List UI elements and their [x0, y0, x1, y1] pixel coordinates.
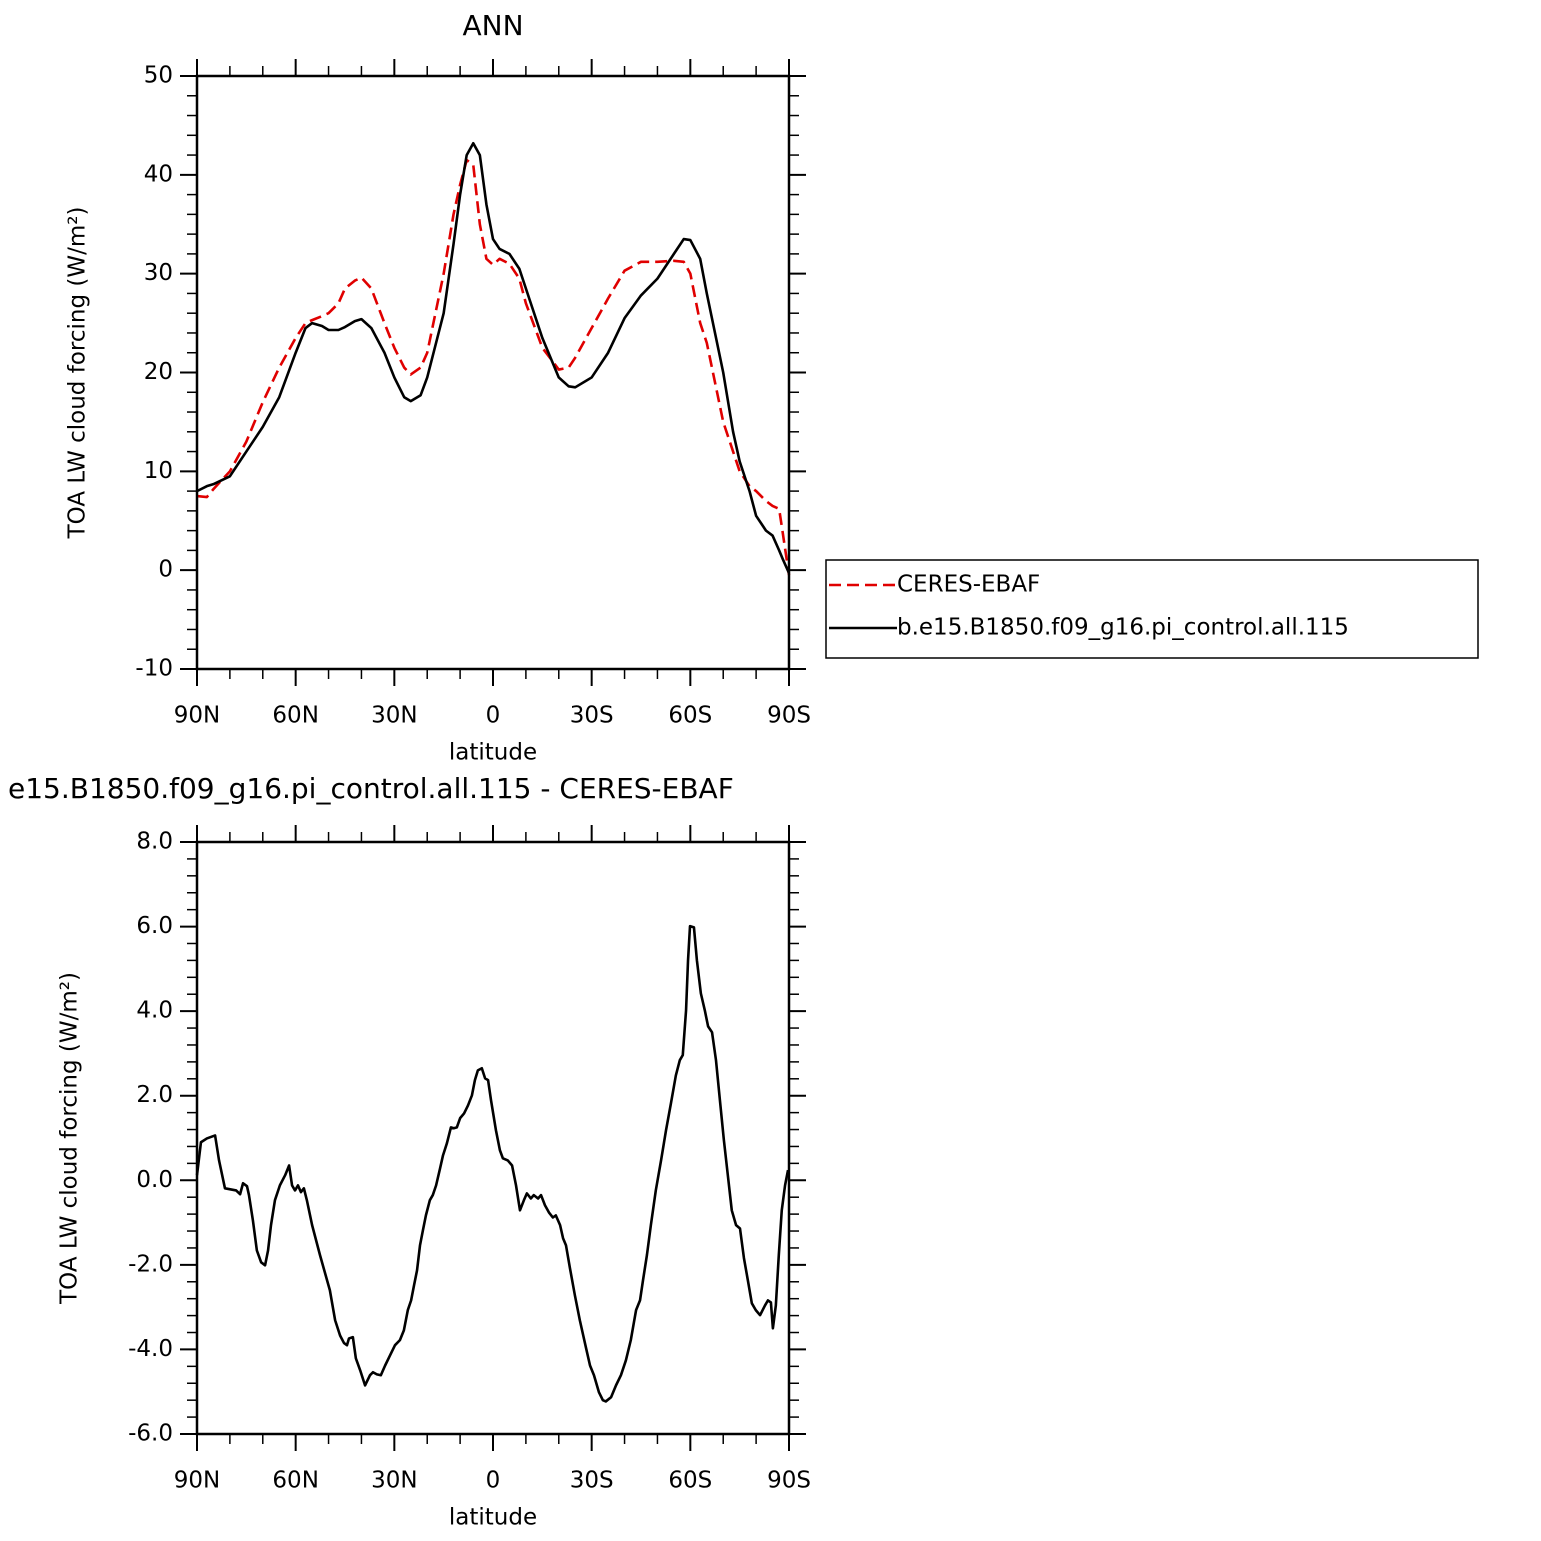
x-tick-label: 30N	[371, 703, 417, 729]
x-tick-label: 90S	[767, 703, 811, 729]
y-axis-label: TOA LW cloud forcing (W/m²)	[57, 972, 83, 1305]
y-tick-label: 2.0	[136, 1082, 173, 1108]
y-tick-label: 20	[144, 359, 173, 385]
y-tick-label: 30	[144, 260, 173, 286]
y-tick-label: 40	[144, 161, 173, 187]
x-axis-label: latitude	[449, 1505, 537, 1531]
y-tick-label: -6.0	[128, 1421, 173, 1447]
legend-label: b.e15.B1850.f09_g16.pi_control.all.115	[897, 615, 1349, 641]
y-tick-label: 0.0	[136, 1167, 173, 1193]
x-tick-label: 30N	[371, 1468, 417, 1494]
x-tick-label: 60S	[668, 703, 712, 729]
y-tick-label: 0	[158, 557, 173, 583]
x-tick-label: 30S	[570, 703, 614, 729]
data-line	[196, 158, 791, 576]
plot-frame	[195, 74, 791, 671]
x-tick-label: 30S	[570, 1468, 614, 1494]
x-tick-label: 60N	[272, 1468, 318, 1494]
y-tick-label: 4.0	[136, 998, 173, 1024]
y-tick-label: -10	[135, 656, 173, 682]
legend-label: CERES-EBAF	[897, 572, 1040, 598]
y-tick-label: -4.0	[128, 1336, 173, 1362]
x-axis-label: latitude	[449, 740, 537, 766]
x-tick-label: 0	[486, 1468, 501, 1494]
x-tick-label: 90N	[174, 703, 220, 729]
x-tick-label: 60N	[272, 703, 318, 729]
y-tick-label: 6.0	[136, 913, 173, 939]
x-tick-label: 90N	[174, 1468, 220, 1494]
x-tick-label: 90S	[767, 1468, 811, 1494]
chart-title: ANN	[462, 9, 523, 42]
data-line	[195, 924, 790, 1403]
plot-frame	[195, 840, 791, 1436]
y-tick-label: 50	[144, 63, 173, 89]
legend-box	[825, 559, 1479, 659]
y-axis-label: TOA LW cloud forcing (W/m²)	[65, 207, 91, 540]
chart-title: e15.B1850.f09_g16.pi_control.all.115 - C…	[8, 772, 734, 805]
x-tick-label: 0	[486, 703, 501, 729]
x-tick-label: 60S	[668, 1468, 712, 1494]
y-tick-label: -2.0	[128, 1251, 173, 1277]
y-tick-label: 8.0	[136, 829, 173, 855]
y-tick-label: 10	[144, 458, 173, 484]
data-line	[196, 141, 791, 574]
